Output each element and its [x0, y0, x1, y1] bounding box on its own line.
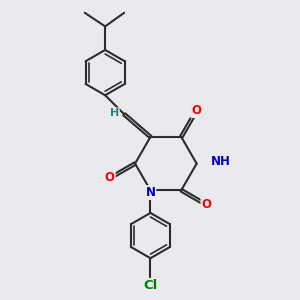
Text: O: O: [105, 171, 115, 184]
Text: N: N: [146, 186, 155, 199]
Text: O: O: [191, 104, 201, 117]
Text: NH: NH: [211, 155, 231, 168]
Text: Cl: Cl: [143, 279, 158, 292]
Text: O: O: [202, 198, 212, 211]
Text: H: H: [110, 108, 119, 118]
